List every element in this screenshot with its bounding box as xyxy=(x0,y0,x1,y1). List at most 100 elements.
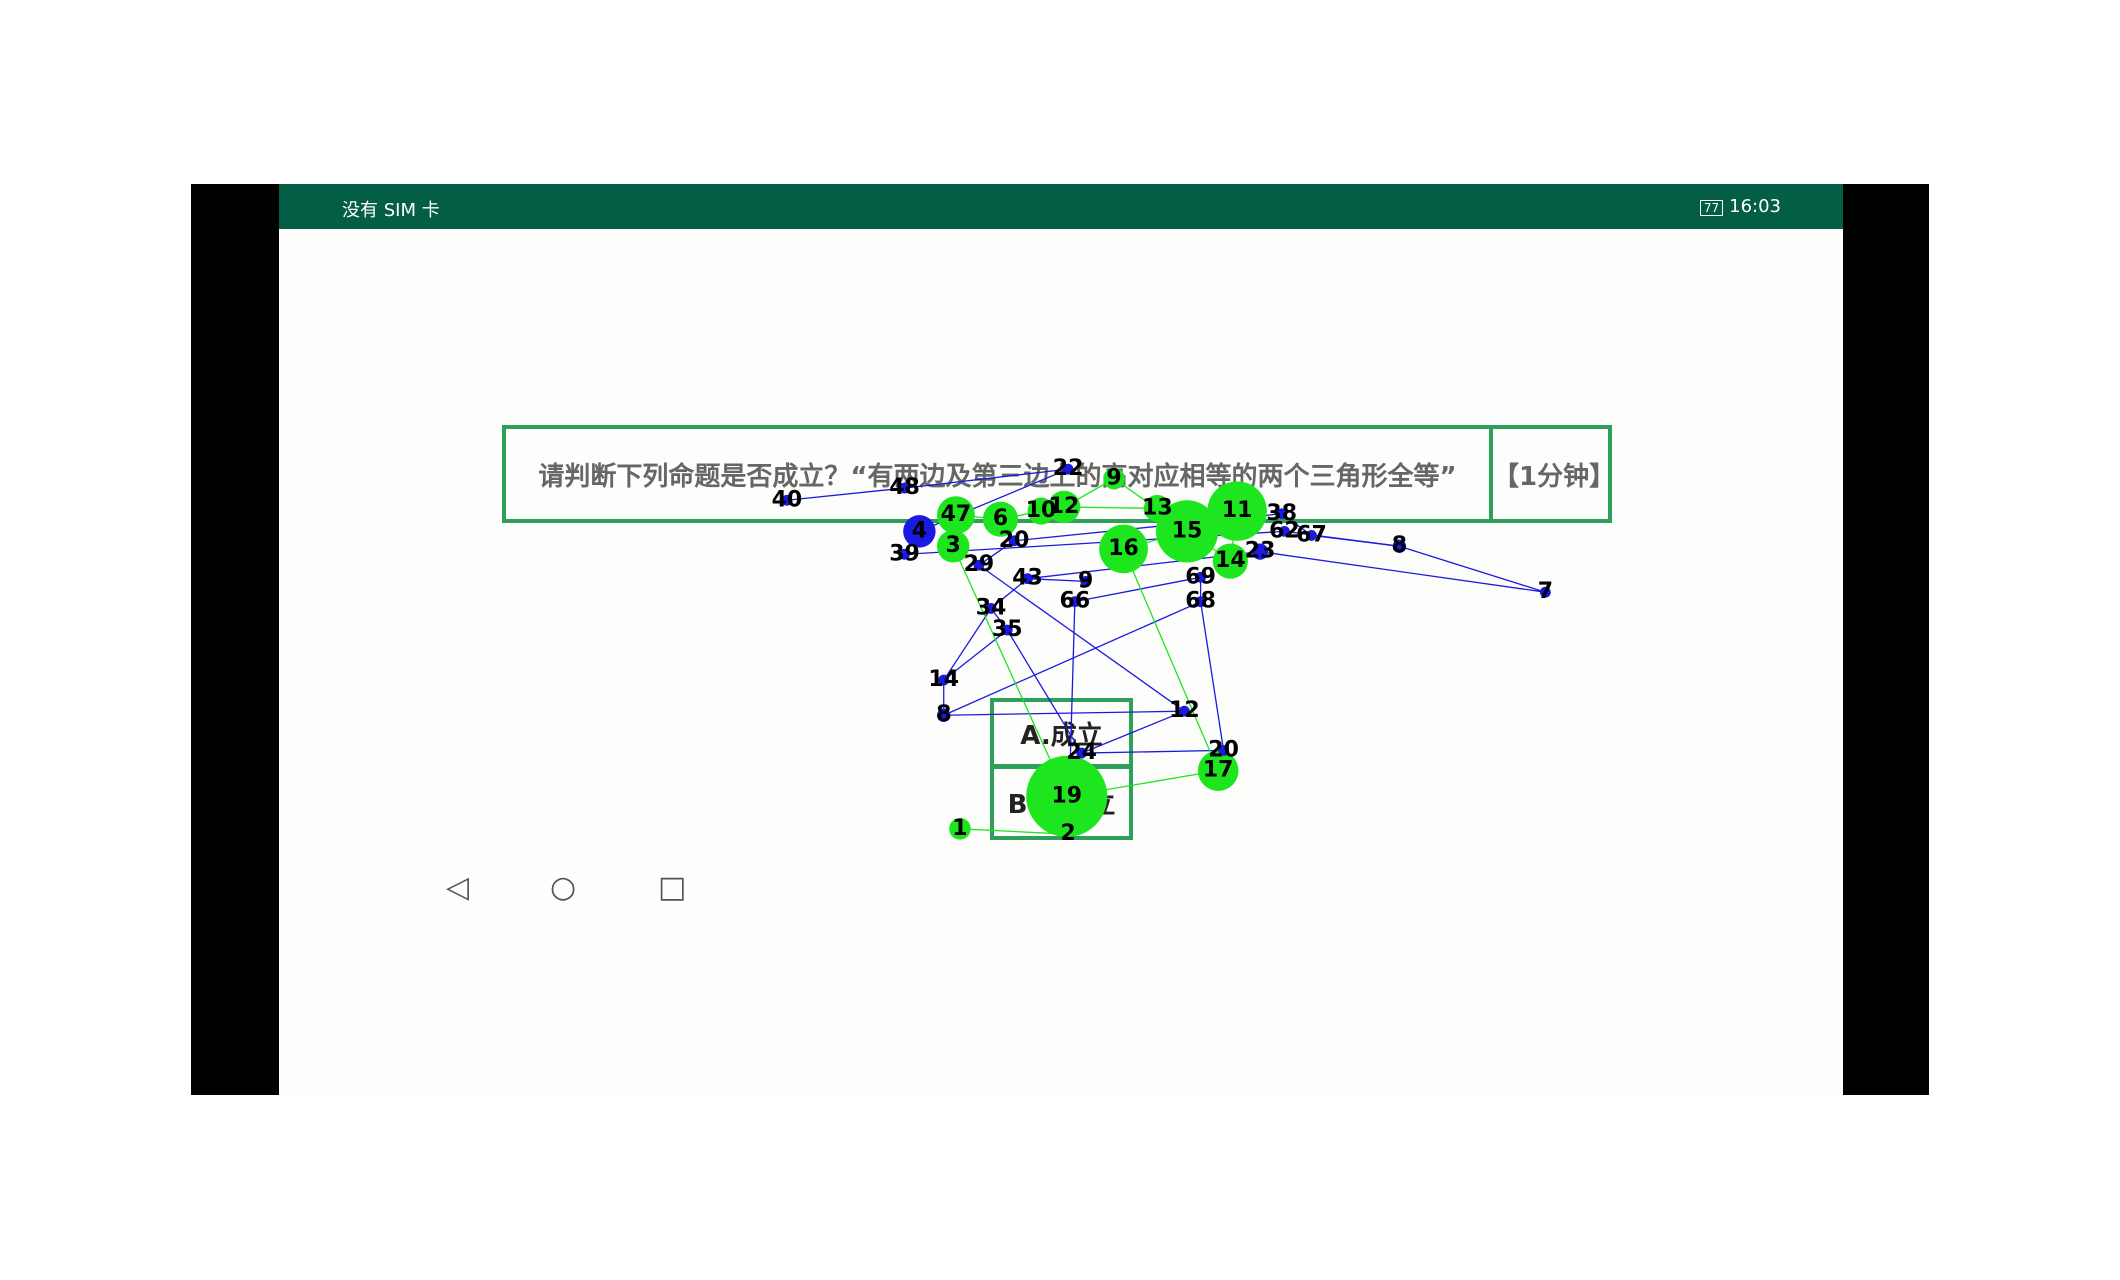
touch-node xyxy=(1080,575,1092,587)
status-right: 77 16:03 xyxy=(1699,196,1781,217)
touch-node xyxy=(1103,467,1125,490)
trace-line xyxy=(1006,629,1083,754)
touch-node xyxy=(1195,596,1207,608)
node-label: 34 xyxy=(976,595,1007,620)
node-label: 14 xyxy=(928,667,959,692)
node-label: 43 xyxy=(1012,566,1043,591)
node-label: 3 xyxy=(946,533,961,558)
node-label: 23 xyxy=(1245,539,1276,564)
node-label: 2 xyxy=(1060,821,1075,846)
battery: 77 xyxy=(1699,200,1724,216)
touch-node xyxy=(1197,750,1239,791)
trace-line xyxy=(990,578,1028,609)
node-label: 10 xyxy=(1026,498,1057,523)
status-bar: 没有 SIM 卡 77 16:03 xyxy=(279,184,1843,229)
trace-line xyxy=(943,608,992,681)
touch-node xyxy=(1218,744,1230,756)
node-label: 47 xyxy=(941,502,972,527)
touch-node xyxy=(903,515,936,548)
trace-line xyxy=(1074,576,1201,603)
trace-line xyxy=(904,468,1069,489)
trace-line xyxy=(1081,710,1185,754)
node-label: 6 xyxy=(993,506,1008,531)
touch-node xyxy=(1022,573,1033,585)
touch-node xyxy=(1001,624,1013,636)
touch-node xyxy=(1392,539,1407,553)
trace-line xyxy=(943,601,1201,716)
touch-node xyxy=(1212,543,1248,579)
screen: 没有 SIM 卡 77 16:03 请判断下列命题是否成立？“有两边及第三边上的高… xyxy=(279,184,1843,1095)
node-label: 1 xyxy=(952,816,967,841)
touch-node xyxy=(1539,586,1551,598)
back-button[interactable]: ◁ xyxy=(446,870,470,905)
node-label: 48 xyxy=(889,475,920,500)
touch-node xyxy=(1008,535,1020,547)
node-label: 4 xyxy=(912,518,927,543)
node-label: 13 xyxy=(1142,495,1173,520)
touch-node xyxy=(1306,530,1317,541)
touch-node xyxy=(982,501,1019,537)
trace-line xyxy=(1281,513,1312,536)
touch-node xyxy=(973,559,985,571)
node-label: 11 xyxy=(1222,498,1253,523)
node-label: 9 xyxy=(1106,466,1121,491)
node-label: 39 xyxy=(889,541,920,566)
node-label: 40 xyxy=(772,487,803,512)
trace-line xyxy=(1027,578,1086,583)
touch-node xyxy=(936,708,951,722)
touch-node xyxy=(1251,543,1269,560)
node-label: 17 xyxy=(1203,758,1234,783)
touch-node xyxy=(1195,571,1207,583)
node-label: 20 xyxy=(1208,737,1239,762)
touch-node xyxy=(1276,508,1288,520)
trace-line xyxy=(1122,548,1219,771)
trace-line xyxy=(1260,550,1546,593)
node-label: 22 xyxy=(1053,456,1084,481)
touch-node xyxy=(1026,755,1108,837)
node-label: 68 xyxy=(1185,589,1216,614)
touch-node xyxy=(1207,481,1267,541)
trace-line xyxy=(943,710,1185,716)
touch-node xyxy=(781,494,793,506)
device-frame: 没有 SIM 卡 77 16:03 请判断下列命题是否成立？“有两边及第三边上的高… xyxy=(191,184,1929,1095)
node-label: 9 xyxy=(1078,568,1093,593)
trace-line xyxy=(943,629,1008,681)
touch-node xyxy=(985,603,997,614)
node-label: 69 xyxy=(1185,564,1216,589)
touch-node xyxy=(1143,494,1171,522)
node-label: 62 xyxy=(1269,518,1300,543)
touch-node xyxy=(1062,463,1074,475)
touch-node xyxy=(1027,497,1055,525)
trace-line xyxy=(978,564,1185,712)
node-label: 19 xyxy=(1051,783,1082,808)
node-label: 12 xyxy=(1169,698,1200,723)
touch-node xyxy=(938,674,950,686)
touch-node xyxy=(949,817,971,840)
node-label: 14 xyxy=(1215,548,1246,573)
trace-line xyxy=(1199,601,1225,751)
touch-node xyxy=(1076,747,1088,759)
carrier: 没有 SIM 卡 xyxy=(342,200,440,221)
trace-line xyxy=(1399,545,1546,593)
node-label: 29 xyxy=(964,552,995,577)
node-label: 38 xyxy=(1266,501,1297,526)
touch-node xyxy=(936,530,970,563)
node-label: 8 xyxy=(1392,533,1407,558)
touch-node xyxy=(899,482,910,494)
home-button[interactable]: ○ xyxy=(550,870,577,905)
node-label: 67 xyxy=(1296,522,1327,547)
trace-line xyxy=(978,540,1015,566)
node-label: 8 xyxy=(936,702,951,727)
timer: 【1分钟】 xyxy=(1489,425,1615,523)
node-label: 66 xyxy=(1060,589,1091,614)
touch-node xyxy=(1047,490,1081,524)
touch-node xyxy=(936,496,975,535)
touch-node xyxy=(1155,500,1219,563)
node-label: 16 xyxy=(1108,536,1139,561)
trace-line xyxy=(1081,749,1224,754)
recents-button[interactable]: □ xyxy=(658,870,687,905)
trace-line xyxy=(786,487,905,501)
node-label: 7 xyxy=(1538,579,1553,604)
node-label: 15 xyxy=(1172,518,1203,543)
